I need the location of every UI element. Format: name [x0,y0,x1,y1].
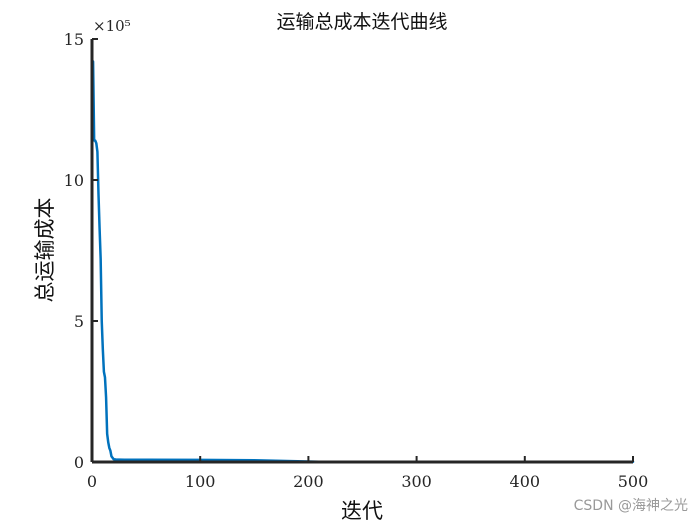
y-axis-exponent: ×10⁵ [93,17,131,35]
x-tick-label: 400 [510,472,541,491]
watermark: CSDN @海神之光 [573,498,688,514]
chart-title: 运输总成本迭代曲线 [276,11,447,33]
axes [90,39,633,464]
y-tick-label: 0 [74,453,84,472]
x-tick-label: 200 [293,472,324,491]
x-tick-label: 300 [401,472,432,491]
x-axis-label: 迭代 [341,499,383,523]
ticks: 0 100 200 300 400 500 0 5 10 15 [64,30,649,491]
series-layer [91,60,635,463]
y-tick-label: 5 [74,312,84,331]
x-tick-label: 100 [185,472,216,491]
series-line-0 [91,60,635,463]
y-tick-label: 10 [64,171,84,190]
x-tick-label: 500 [618,472,649,491]
y-tick-label: 15 [64,30,84,49]
x-tick-label: 0 [87,472,97,491]
y-axis-label: 总运输成本 [33,198,57,303]
